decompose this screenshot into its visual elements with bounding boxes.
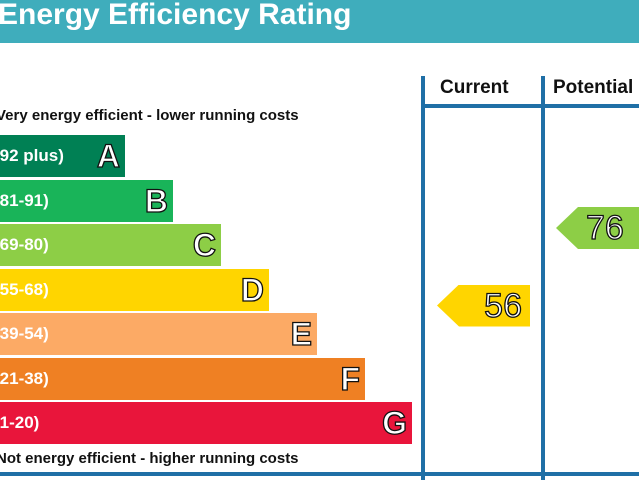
band-letter-label: G (381, 404, 407, 441)
band-d: (55-68) D (0, 268, 269, 311)
band-range-label: (81-91) (0, 190, 49, 210)
band-letter-label: A (96, 137, 120, 174)
column-divider-right (541, 76, 545, 480)
band-letter-label: E (290, 315, 313, 352)
band-range-label: (39-54) (0, 324, 49, 343)
band-range-label: (21-38) (0, 368, 49, 388)
band-g: (1-20) G (0, 402, 412, 444)
caption-top: Very energy efficient - lower running co… (0, 107, 299, 124)
band-letter-label: B (144, 182, 168, 219)
band-e: (39-54) E (0, 313, 317, 355)
rating-value: 76 (585, 208, 624, 247)
band-range-label: (92 plus) (0, 146, 64, 165)
band-letter-label: C (192, 226, 216, 263)
rating-arrow-potential: 76 (556, 207, 639, 249)
chart-bottom-line (0, 472, 639, 476)
band-a: (92 plus) A (0, 135, 125, 177)
band-f: (21-38) F (0, 357, 365, 400)
column-header-potential: Potential (553, 77, 634, 98)
rating-arrow-current: 56 (437, 284, 530, 327)
band-range-label: (55-68) (0, 279, 49, 299)
header-underline (421, 104, 639, 108)
band-range-label: (69-80) (0, 235, 49, 254)
column-divider-left (421, 76, 425, 480)
band-letter-label: D (240, 271, 264, 308)
band-c: (69-80) C (0, 224, 221, 266)
column-header-current: Current (440, 77, 509, 98)
rating-value: 56 (484, 286, 523, 325)
band-b: (81-91) B (0, 179, 173, 222)
caption-bottom: Not energy efficient - higher running co… (0, 450, 299, 467)
header-bar: Energy Efficiency Rating (0, 0, 639, 43)
band-range-label: (1-20) (0, 413, 40, 432)
band-letter-label: F (340, 360, 361, 397)
page-title: Energy Efficiency Rating (0, 0, 352, 31)
